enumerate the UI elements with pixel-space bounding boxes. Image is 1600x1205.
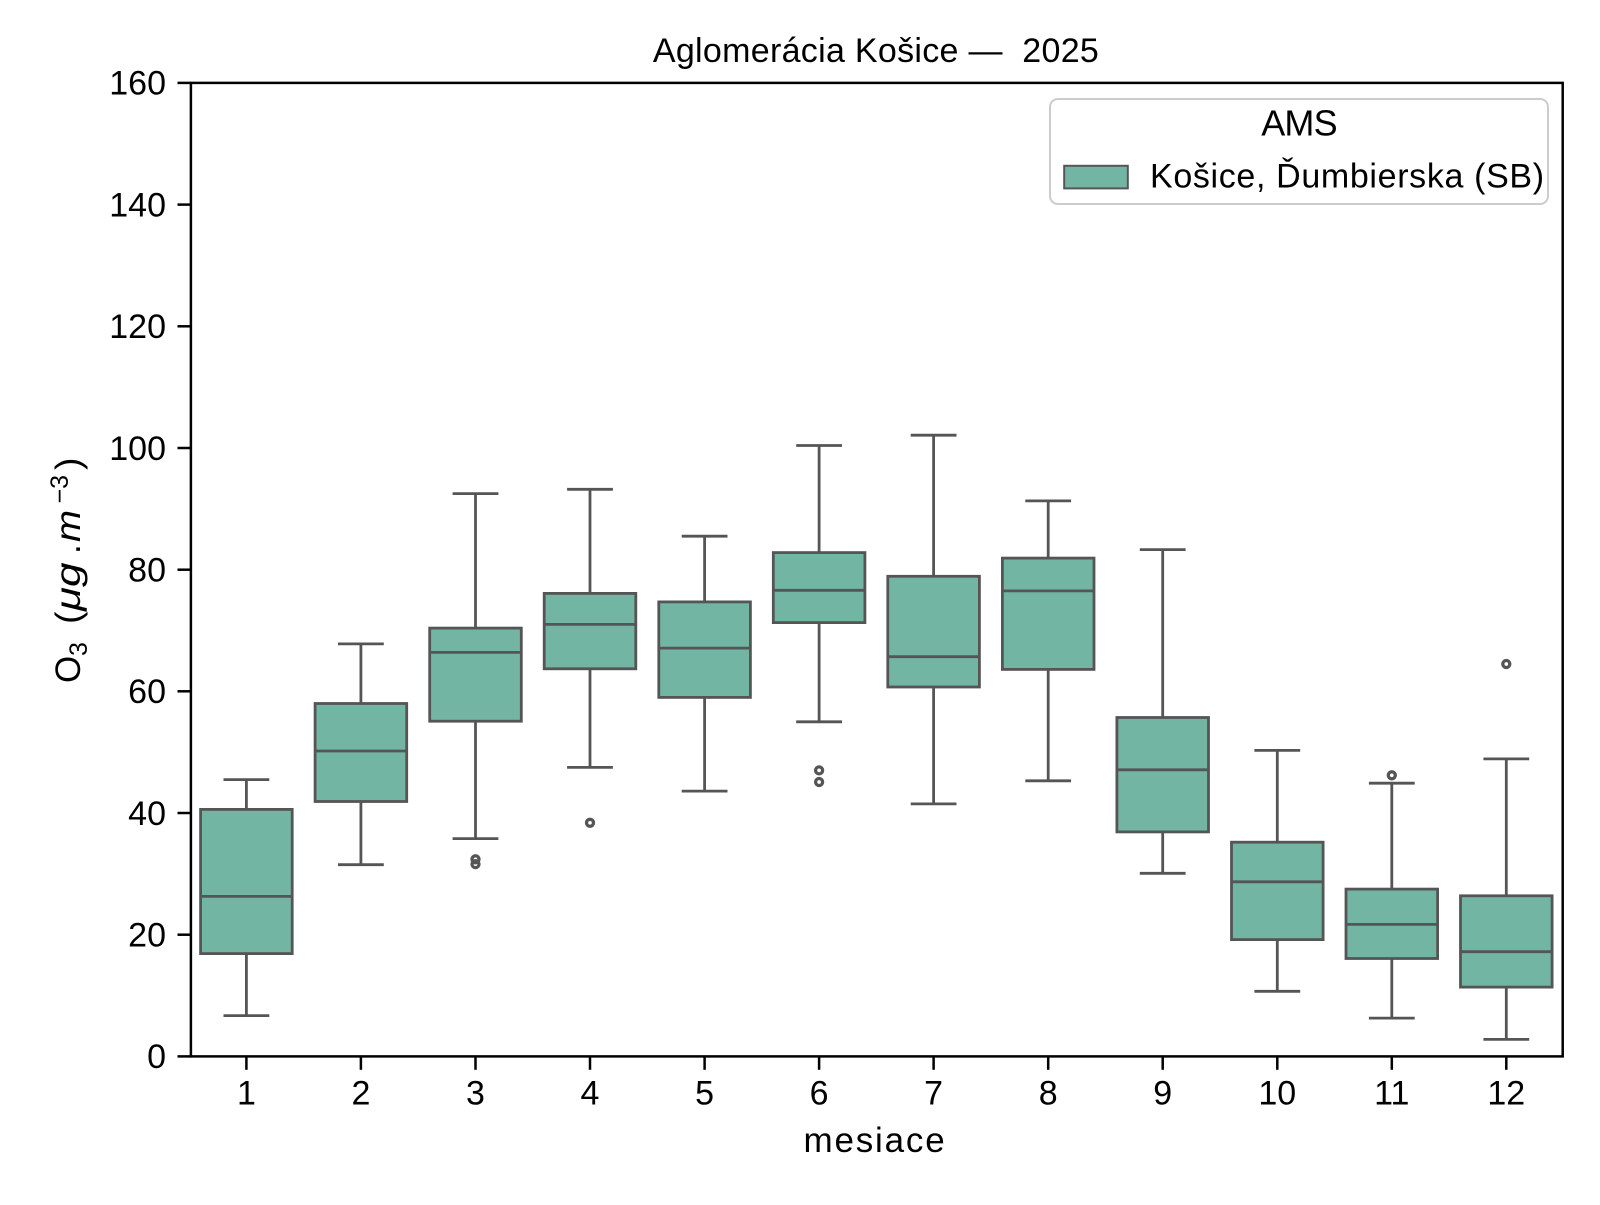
svg-text:mesiace: mesiace: [804, 1121, 947, 1160]
svg-text:Aglomerácia Košice — 2025: Aglomerácia Košice — 2025: [653, 32, 1099, 70]
svg-text:120: 120: [109, 308, 166, 346]
svg-text:40: 40: [128, 795, 166, 833]
svg-text:12: 12: [1487, 1075, 1525, 1113]
svg-text:9: 9: [1153, 1075, 1172, 1113]
svg-text:100: 100: [109, 430, 166, 468]
svg-text:Košice, Ďumbierska (SB): Košice, Ďumbierska (SB): [1150, 158, 1545, 196]
svg-text:140: 140: [109, 186, 166, 224]
svg-text:8: 8: [1039, 1075, 1058, 1113]
svg-text:80: 80: [128, 552, 166, 590]
svg-text:160: 160: [109, 65, 166, 103]
svg-text:7: 7: [924, 1075, 943, 1113]
svg-text:10: 10: [1258, 1075, 1296, 1113]
svg-text:20: 20: [128, 917, 166, 955]
svg-text:3: 3: [466, 1075, 485, 1113]
svg-text:0: 0: [147, 1038, 166, 1076]
svg-text:11: 11: [1374, 1075, 1409, 1113]
svg-text:5: 5: [695, 1075, 714, 1113]
svg-text:60: 60: [128, 673, 166, 711]
svg-text:O3(μg.m−3): O3(μg.m−3): [46, 458, 93, 684]
svg-text:AMS: AMS: [1261, 103, 1337, 144]
svg-text:1: 1: [237, 1075, 256, 1113]
svg-text:4: 4: [581, 1075, 600, 1113]
svg-text:6: 6: [810, 1075, 829, 1113]
svg-text:2: 2: [351, 1075, 370, 1113]
